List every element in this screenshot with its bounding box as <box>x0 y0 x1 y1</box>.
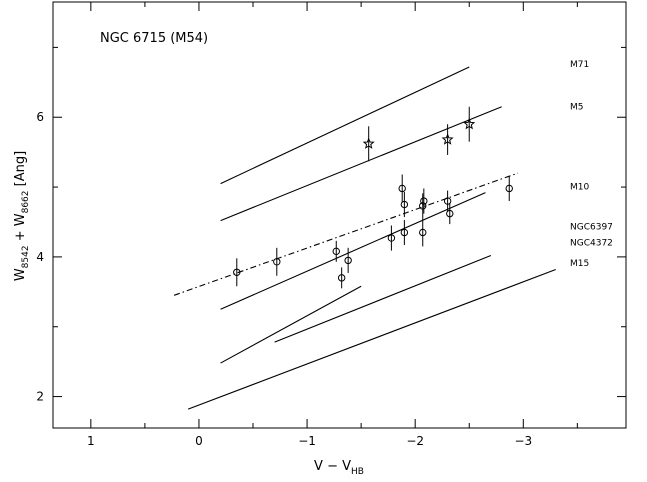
data-point-circle <box>332 247 340 256</box>
y-axis-label: W8542 + W8662 [Ang] <box>13 151 31 281</box>
data-point-circle <box>273 258 281 266</box>
reference-line <box>274 254 492 343</box>
reference-line <box>220 106 502 222</box>
reference-line-label: NGC6397 <box>570 222 613 232</box>
data-point-star <box>441 133 454 145</box>
reference-line-label: M71 <box>570 60 589 70</box>
data-point-circle <box>337 274 346 282</box>
plot-frame <box>52 1 627 429</box>
x-tick-label: −1 <box>298 434 316 448</box>
reference-line-label: NGC4372 <box>570 239 613 249</box>
data-point-circle <box>420 197 428 205</box>
data-point-circle <box>398 184 406 193</box>
reference-line-label: M10 <box>570 183 589 193</box>
reference-line <box>220 192 486 310</box>
reference-line <box>220 285 362 364</box>
data-point-circle <box>387 234 396 242</box>
data-point-circle <box>344 256 352 265</box>
data-point-circle <box>443 197 452 205</box>
data-point-star <box>362 137 375 149</box>
x-tick-label: −3 <box>514 434 532 448</box>
y-tick-label: 4 <box>36 250 44 264</box>
x-tick-label: 0 <box>195 434 203 448</box>
y-tick-label: 2 <box>36 390 44 404</box>
data-point-circle <box>400 228 409 237</box>
data-point-circle <box>419 228 427 237</box>
reference-line <box>220 66 470 185</box>
x-axis-label: V − VHB <box>314 459 364 477</box>
reference-line <box>187 268 556 410</box>
reference-line-label: M5 <box>570 102 584 112</box>
data-point-circle <box>233 268 241 276</box>
data-point-circle <box>400 200 409 209</box>
fit-line <box>173 172 519 296</box>
data-point-star <box>463 117 476 130</box>
chart-title: NGC 6715 (M54) <box>100 31 208 46</box>
data-point-circle <box>419 202 427 210</box>
x-tick-label: −2 <box>406 434 424 448</box>
reference-line-label: M15 <box>570 259 589 269</box>
x-tick-label: 1 <box>87 434 95 448</box>
data-point-circle <box>505 184 513 193</box>
data-point-circle <box>446 209 454 218</box>
y-tick-label: 6 <box>36 110 44 124</box>
